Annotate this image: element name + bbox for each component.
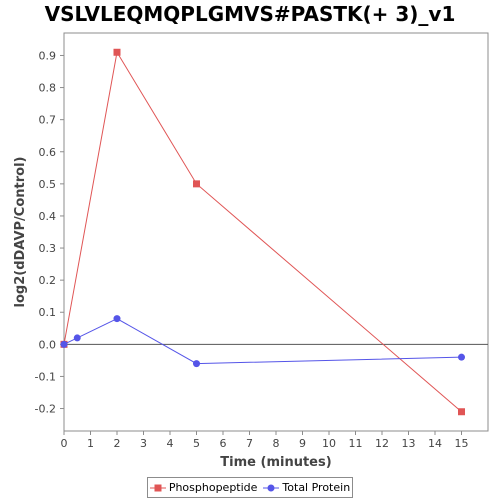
data-point-total-protein	[73, 334, 81, 342]
x-tick-label: 5	[193, 437, 200, 450]
legend-entry-total-protein: Total Protein	[263, 481, 350, 494]
x-tick-label: 10	[322, 437, 336, 450]
legend-circle-marker-icon	[263, 484, 280, 491]
y-tick-label: -0.1	[35, 370, 56, 383]
data-point-phosphopeptide	[193, 180, 200, 188]
x-tick-label: 8	[273, 437, 280, 450]
data-point-phosphopeptide	[458, 408, 465, 416]
series-line-phosphopeptide	[63, 50, 462, 413]
x-tick-label: 1	[87, 437, 94, 450]
x-tick-label: 12	[375, 437, 389, 450]
legend-square-marker-icon	[149, 484, 166, 491]
x-tick-label: 15	[455, 437, 469, 450]
data-point-phosphopeptide	[113, 48, 121, 56]
x-tick-label: 11	[349, 437, 363, 450]
x-axis-label: Time (minutes)	[220, 455, 331, 470]
x-tick-label: 9	[299, 437, 306, 450]
y-tick-label: 0.5	[39, 178, 57, 191]
x-tick-label: 14	[428, 437, 442, 450]
x-tick-label: 3	[140, 437, 147, 450]
x-tick-label: 2	[114, 437, 121, 450]
legend-label-phosphopeptide: Phosphopeptide	[168, 481, 258, 494]
plot-border	[63, 32, 489, 432]
chart-title: VSLVLEQMQPLGMVS#PASTK(+ 3)_v1	[44, 2, 456, 26]
data-point-total-protein	[458, 353, 465, 361]
y-tick-label: -0.2	[35, 403, 56, 416]
x-tick-label: 13	[402, 437, 416, 450]
x-tick-label: 0	[61, 437, 68, 450]
y-tick-label: 0.3	[39, 242, 57, 255]
x-tick-label: 4	[167, 437, 174, 450]
y-tick-label: 0.1	[39, 306, 57, 319]
legend-label-total-protein: Total Protein	[282, 481, 351, 494]
legend: Phosphopeptide Total Protein	[147, 477, 353, 498]
y-tick-label: 0.8	[39, 82, 57, 95]
y-tick-label: 0.7	[39, 114, 57, 127]
data-point-total-protein	[60, 340, 68, 348]
legend-entry-phosphopeptide: Phosphopeptide	[149, 481, 258, 494]
x-tick-label: 7	[246, 437, 253, 450]
y-tick-label: 0.4	[39, 210, 57, 223]
data-point-total-protein	[193, 360, 200, 368]
y-axis-label: log2(dDAVP/Control)	[13, 157, 28, 308]
y-tick-label: 0.2	[39, 274, 57, 287]
data-point-total-protein	[113, 315, 121, 323]
y-tick-label: 0.0	[39, 338, 57, 351]
x-tick-label: 6	[220, 437, 227, 450]
y-tick-label: 0.6	[39, 146, 57, 159]
y-tick-label: 0.9	[39, 49, 57, 62]
